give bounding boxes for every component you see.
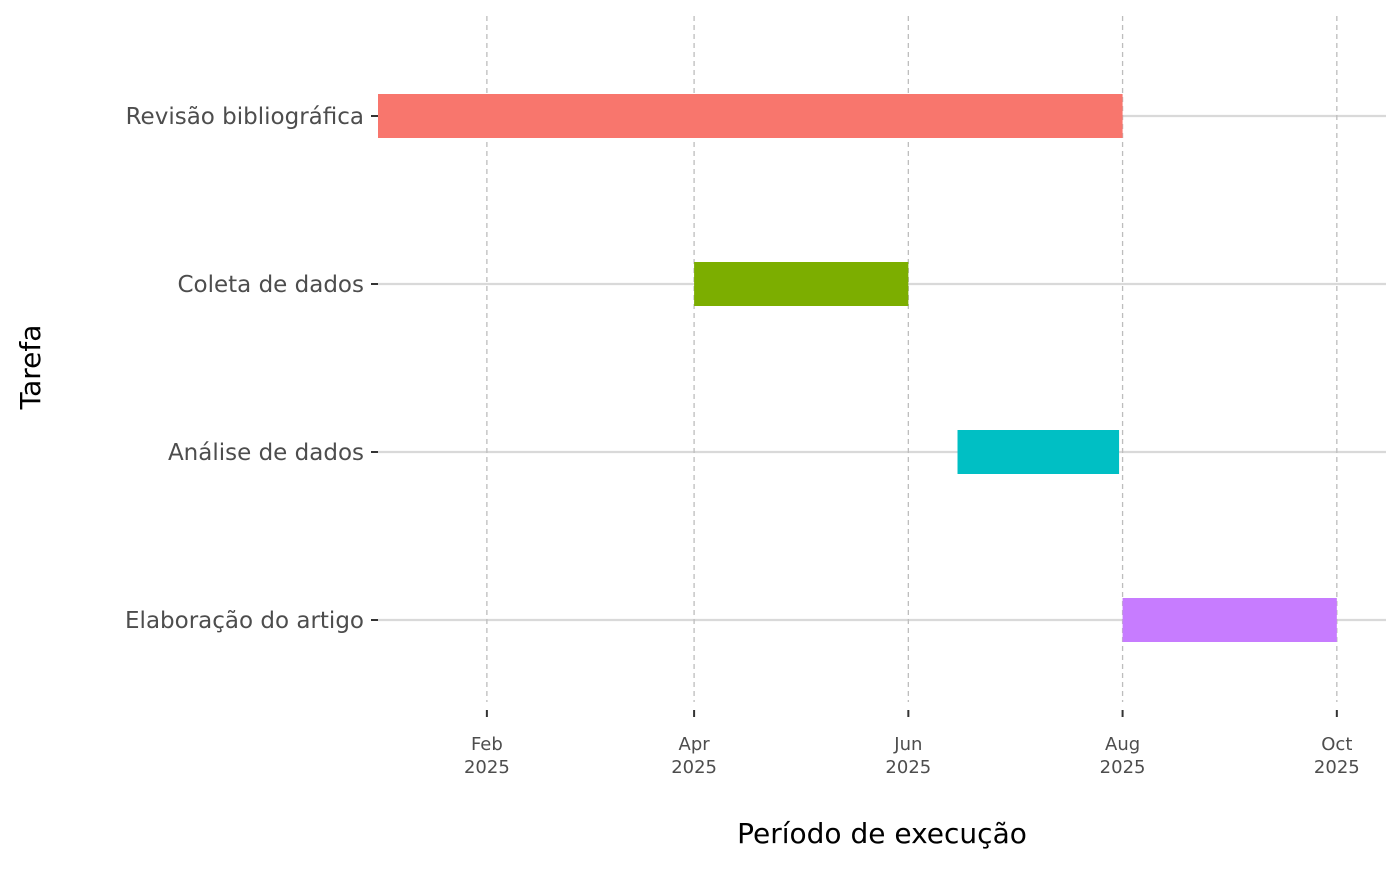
task-bar <box>694 262 909 306</box>
y-tick-label: Elaboração do artigo <box>125 608 364 634</box>
x-tick-label-year: 2025 <box>1100 757 1146 778</box>
x-tick-label-month: Jun <box>893 734 922 755</box>
y-axis-title: Tarefa <box>14 325 47 411</box>
grid-layer <box>378 16 1386 702</box>
task-bar <box>1122 598 1337 642</box>
x-tick-label-month: Aug <box>1105 734 1140 755</box>
task-bar <box>378 94 1123 138</box>
x-tick-label-month: Feb <box>471 734 503 755</box>
task-bar <box>957 430 1120 474</box>
y-tick-label: Análise de dados <box>168 440 364 466</box>
y-tick-label: Revisão bibliográfica <box>126 104 364 130</box>
x-tick-label-year: 2025 <box>1314 757 1360 778</box>
x-tick-label-year: 2025 <box>671 757 717 778</box>
y-axis: Revisão bibliográfica Coleta de dados Anál… <box>125 104 378 634</box>
x-tick-label-year: 2025 <box>464 757 510 778</box>
x-tick-label-year: 2025 <box>885 757 931 778</box>
x-axis-title: Período de execução <box>737 817 1027 850</box>
y-tick-label: Coleta de dados <box>177 272 364 298</box>
x-tick-label-month: Apr <box>679 734 711 755</box>
x-tick-label-month: Oct <box>1321 734 1352 755</box>
bars-layer <box>378 94 1337 642</box>
